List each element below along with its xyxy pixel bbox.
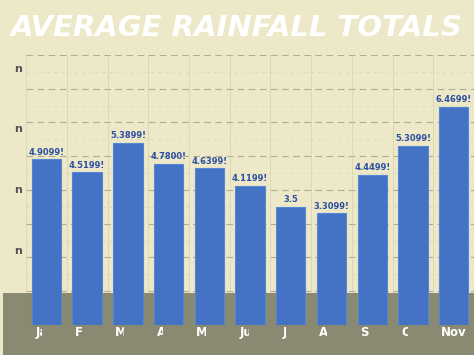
Bar (195, 168, 224, 325)
Bar (113, 143, 143, 325)
Text: n: n (14, 306, 22, 316)
Bar (398, 146, 428, 325)
Text: n: n (14, 185, 22, 195)
Text: 3.5: 3.5 (283, 195, 298, 204)
Text: adia National Park Weather Facts: adia National Park Weather Facts (9, 333, 205, 346)
Bar (236, 186, 264, 325)
Bar (154, 164, 183, 325)
Text: 4.9099!: 4.9099! (28, 148, 64, 157)
Bar (32, 159, 61, 325)
Text: 5.3099!: 5.3099! (395, 134, 431, 143)
Text: n: n (14, 246, 22, 256)
Bar (317, 213, 346, 325)
Text: 4.5199!: 4.5199! (69, 161, 105, 170)
Text: 4.1199!: 4.1199! (232, 174, 268, 183)
Bar (439, 106, 468, 325)
Bar (357, 175, 387, 325)
Text: 4.7800!: 4.7800! (151, 152, 187, 161)
Text: 5.3899!: 5.3899! (110, 131, 146, 140)
Text: AVERAGE RAINFALL TOTALS: AVERAGE RAINFALL TOTALS (11, 13, 463, 42)
Text: 6.4699!: 6.4699! (436, 95, 472, 104)
Text: 4.4499!: 4.4499! (354, 163, 390, 172)
Bar (276, 207, 305, 325)
Text: 4.6399!: 4.6399! (191, 157, 228, 166)
Text: n: n (14, 64, 22, 73)
Bar (73, 173, 102, 325)
Text: 3.3099!: 3.3099! (313, 202, 349, 211)
Text: n: n (14, 124, 22, 134)
